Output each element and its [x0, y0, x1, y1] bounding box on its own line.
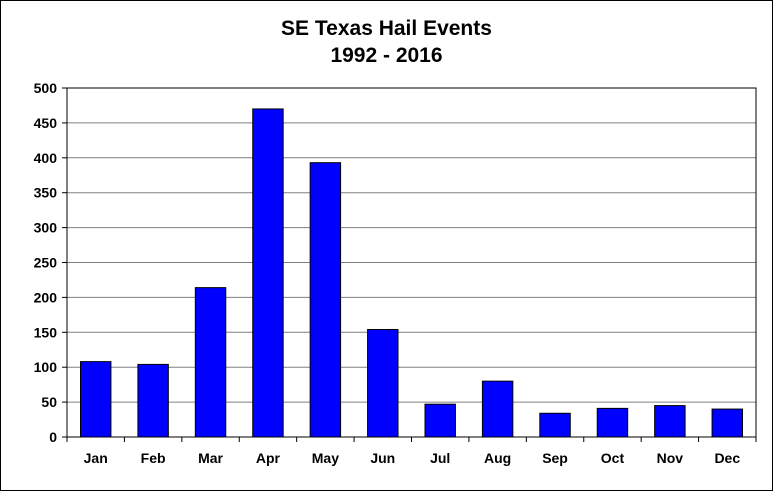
x-tick-label: Mar [198, 450, 223, 466]
x-tick-label: Jun [370, 450, 395, 466]
chart-subtitle: 1992 - 2016 [330, 44, 443, 67]
y-tick-label: 200 [34, 289, 58, 305]
plot-border [66, 87, 757, 438]
x-tick-label: May [312, 450, 339, 466]
chart-title: SE Texas Hail Events [281, 17, 492, 40]
x-tick-label: Apr [256, 450, 281, 466]
bar-apr [252, 108, 284, 438]
x-tick-label: Jan [84, 450, 108, 466]
x-tick-label: Sep [542, 450, 568, 466]
y-tick-label: 150 [34, 324, 58, 340]
chart-title-block: SE Texas Hail Events 1992 - 2016 [1, 15, 772, 69]
bar-jan [79, 361, 112, 438]
bar-feb [137, 363, 169, 438]
bar-jun [367, 329, 399, 438]
bar-nov [654, 405, 686, 438]
x-tick-label: Nov [657, 450, 684, 466]
bar-mar [194, 287, 227, 438]
y-tick-label: 50 [41, 394, 57, 410]
y-tick-label: 350 [34, 185, 58, 201]
bar-aug [481, 380, 514, 438]
y-tick-label: 450 [34, 115, 58, 131]
bar-sep [539, 412, 571, 438]
y-tick-label: 250 [34, 255, 58, 271]
bar-dec [711, 408, 744, 438]
y-tick-label: 0 [49, 429, 57, 445]
y-tick-label: 500 [34, 80, 58, 96]
x-tick-label: Oct [601, 450, 625, 466]
x-tick-label: Aug [484, 450, 511, 466]
bar-oct [596, 407, 629, 438]
y-tick-label: 100 [34, 359, 58, 375]
x-tick-label: Jul [430, 450, 450, 466]
bar-jul [424, 403, 456, 438]
y-tick-label: 400 [34, 150, 58, 166]
x-tick-label: Dec [714, 450, 740, 466]
bar-may [309, 162, 342, 438]
x-tick-label: Feb [141, 450, 166, 466]
y-tick-label: 300 [34, 220, 58, 236]
